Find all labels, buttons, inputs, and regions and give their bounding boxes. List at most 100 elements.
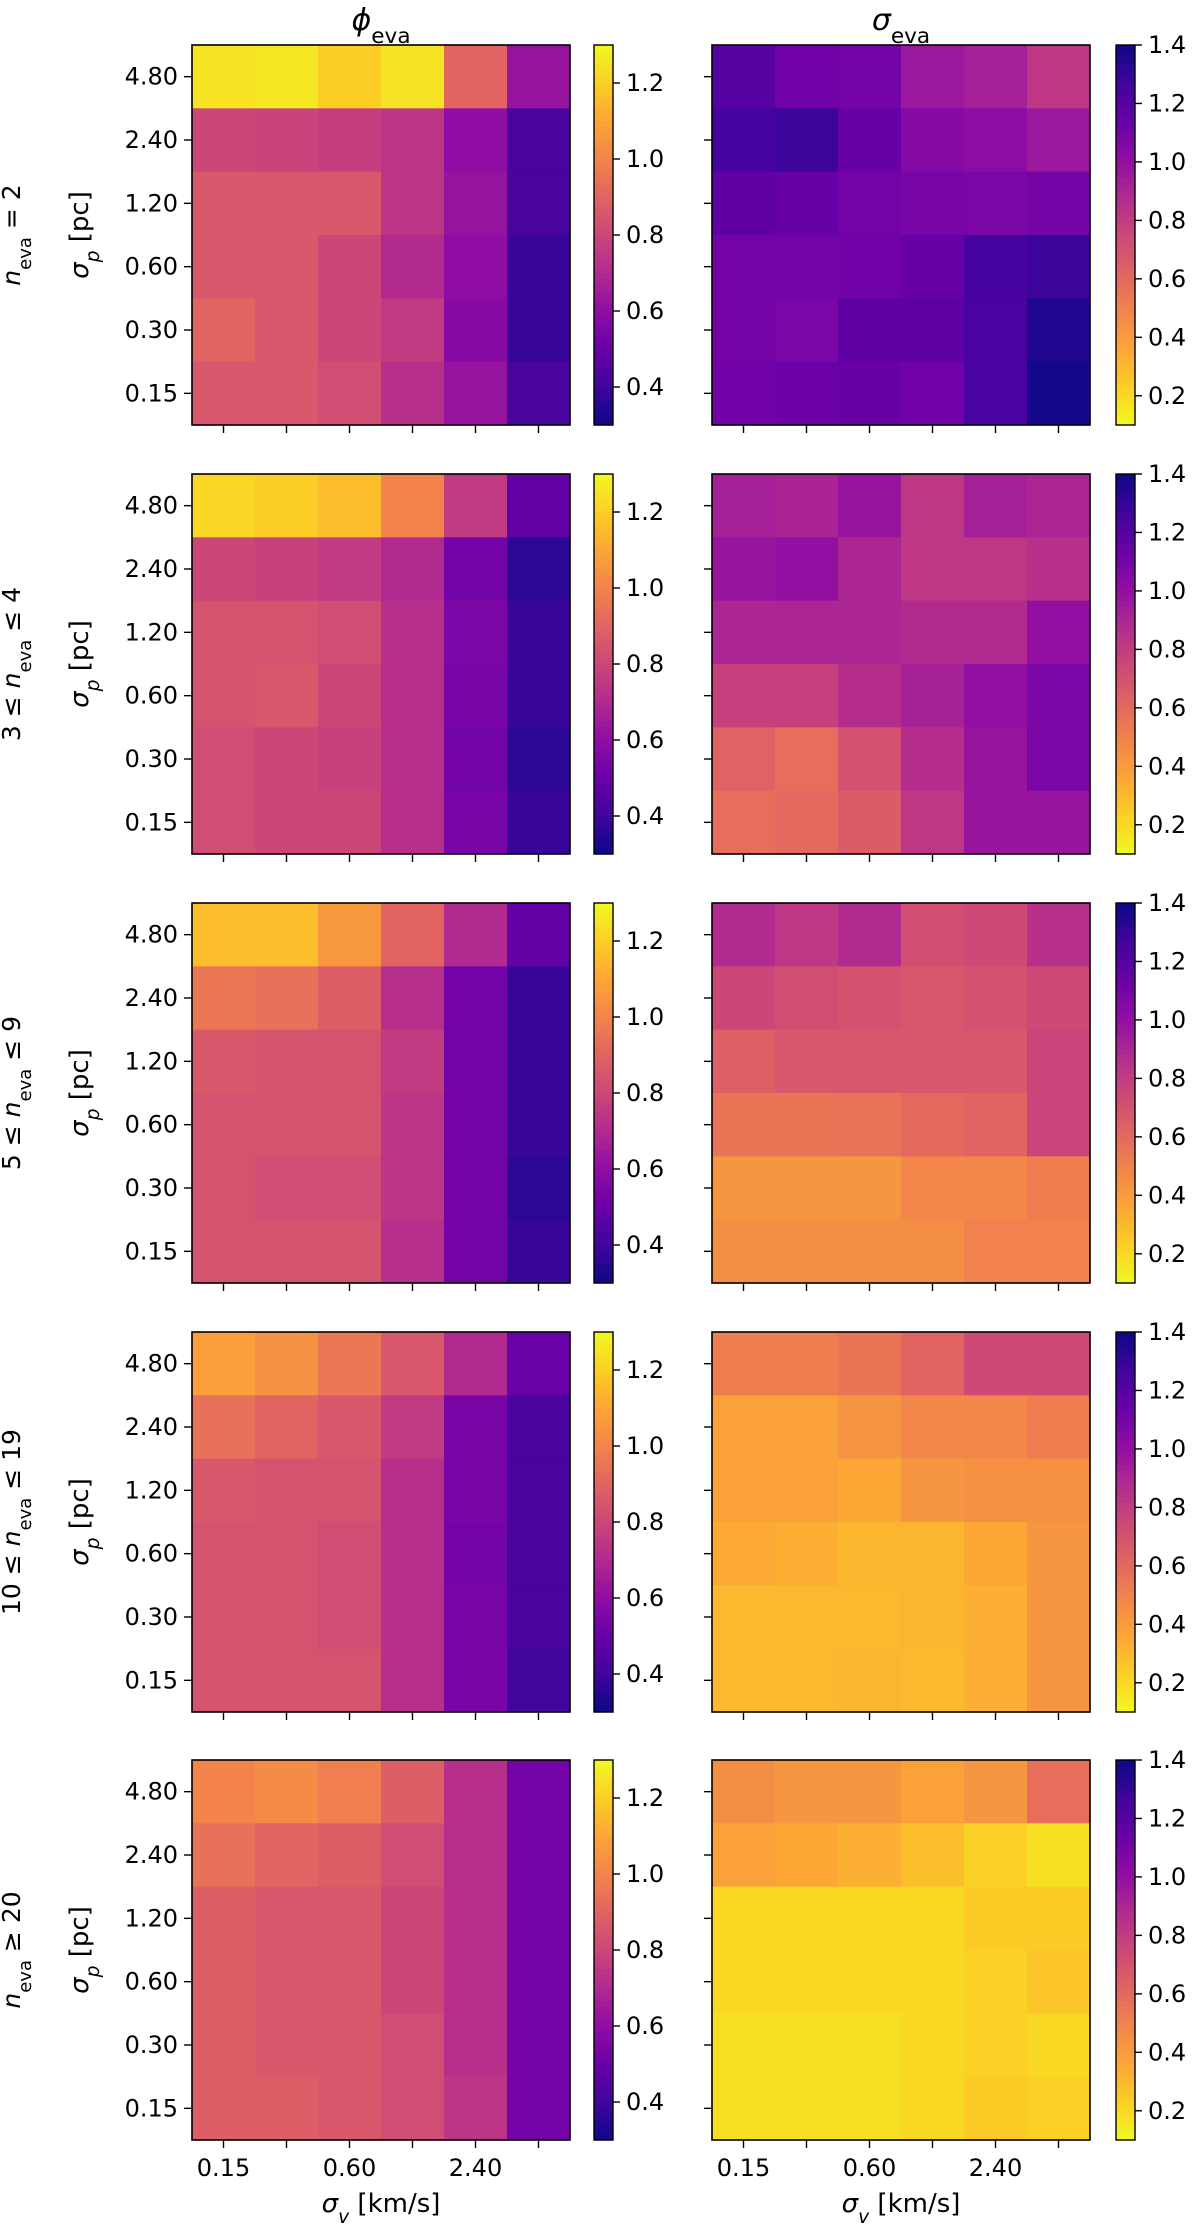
colorbar-segment: [594, 2108, 613, 2116]
colorbar-segment: [1116, 279, 1135, 287]
colorbar-segment: [1116, 1162, 1135, 1170]
colorbar-segment: [1116, 1534, 1135, 1542]
heatmap-cell: [192, 171, 256, 236]
colorbar-segment: [594, 1817, 613, 1824]
colorbar-segment: [594, 1585, 613, 1593]
x-tick-label: 0.60: [323, 2154, 376, 2182]
heatmap-cell: [901, 1886, 965, 1951]
heatmap-cell: [381, 1823, 445, 1888]
colorbar-segment: [594, 1579, 613, 1586]
colorbar-segment: [594, 1490, 613, 1498]
colorbar-segment: [594, 607, 613, 614]
heatmap-cell: [507, 1332, 571, 1396]
colorbar-tick-label: 1.0: [626, 145, 664, 173]
colorbar-segment: [594, 412, 613, 420]
colorbar-segment: [594, 1175, 613, 1183]
colorbar-segment: [1116, 361, 1135, 369]
colorbar-segment: [1116, 89, 1135, 97]
heatmap-cell: [192, 2076, 256, 2141]
colorbar-segment: [1116, 1667, 1135, 1675]
colorbar-segment: [594, 152, 613, 160]
colorbar-tick-label: 1.2: [1148, 89, 1186, 117]
heatmap-cell: [318, 1093, 382, 1157]
colorbar-segment: [594, 1655, 613, 1662]
heatmap-cell: [381, 361, 445, 426]
y-tick-label: 1.20: [125, 1047, 178, 1075]
colorbar-tick-label: 1.2: [1148, 1804, 1186, 1832]
colorbar: 0.2 0.4 0.6 0.8 1.0 1.2 1.4: [1115, 1746, 1186, 2141]
x-axis-label: σv [km/s]: [842, 2189, 961, 2225]
heatmap-cell: [192, 1522, 256, 1586]
heatmap-cell: [901, 361, 965, 426]
colorbar-segment: [594, 2064, 613, 2071]
colorbar-segment: [594, 1893, 613, 1900]
heatmap-cell: [255, 1156, 319, 1221]
heatmap-cell: [901, 1950, 965, 2014]
colorbar-segment: [1116, 95, 1135, 103]
colorbar-tick-label: 0.6: [626, 297, 664, 325]
y-tick-label: 0.30: [125, 1174, 178, 1202]
colorbar-segment: [594, 2121, 613, 2128]
colorbar-segment: [594, 1124, 613, 1132]
colorbar: 0.4 0.6 0.8 1.0 1.2: [593, 1759, 664, 2141]
colorbar-segment: [1116, 273, 1135, 280]
heatmap-cell: [192, 1093, 256, 1157]
heatmap-cell: [507, 727, 571, 792]
colorbar-segment: [1116, 2038, 1135, 2046]
colorbar-segment: [1116, 1137, 1135, 1145]
y-tick-label: 0.15: [125, 1237, 178, 1265]
heatmap-cell: [255, 2076, 319, 2141]
heatmap-cell: [838, 108, 902, 173]
colorbar-segment: [1116, 2051, 1135, 2059]
colorbar-segment: [594, 1414, 613, 1422]
heatmap-cell: [712, 1029, 776, 1094]
heatmap-cell: [775, 1648, 839, 1713]
colorbar-segment: [594, 1810, 613, 1818]
colorbar-segment: [1116, 1893, 1135, 1900]
colorbar-segment: [1116, 2045, 1135, 2052]
colorbar-segment: [594, 336, 613, 344]
colorbar-frame: [1115, 1759, 1136, 2141]
heatmap-cell: [712, 1823, 776, 1888]
colorbar-segment: [594, 95, 613, 103]
colorbar-segment: [1116, 512, 1135, 519]
colorbar-segment: [1116, 790, 1135, 798]
colorbar-segment: [1116, 1264, 1135, 1271]
heatmap-cell: [507, 1760, 571, 1824]
row-label: 10 ≤ neva ≤ 19: [0, 1429, 36, 1615]
colorbar-segment: [594, 480, 613, 488]
colorbar-segment: [1116, 2133, 1135, 2141]
colorbar-tick-label: 0.8: [1148, 1064, 1186, 1092]
heatmap-cell: [318, 1332, 382, 1396]
heatmap-cell: [507, 474, 571, 538]
colorbar-tick-label: 0.4: [1148, 1610, 1186, 1638]
colorbar-segment: [594, 733, 613, 741]
heatmap-cell: [192, 45, 256, 109]
heatmap-cell: [775, 298, 839, 363]
colorbar-segment: [594, 1509, 613, 1517]
heatmap-cell: [1027, 537, 1091, 602]
colorbar-segment: [1116, 1829, 1135, 1837]
colorbar: 0.2 0.4 0.6 0.8 1.0 1.2 1.4: [1115, 1318, 1186, 1713]
colorbar-segment: [594, 594, 613, 602]
colorbar-tick-label: 0.4: [1148, 323, 1186, 351]
colorbar-segment: [1116, 165, 1135, 173]
colorbar-tick-label: 0.4: [626, 2088, 664, 2116]
y-tick-label: 1.20: [125, 618, 178, 646]
colorbar-segment: [1116, 1376, 1135, 1384]
colorbar-segment: [594, 524, 613, 532]
colorbar-segment: [594, 575, 613, 583]
colorbar-segment: [1116, 1245, 1135, 1252]
heatmap-cell: [381, 1029, 445, 1094]
heatmap-cell: [712, 903, 776, 967]
colorbar-tick-label: 0.6: [626, 2012, 664, 2040]
heatmap-cell: [901, 1332, 965, 1396]
colorbar-segment: [1116, 1579, 1135, 1586]
heatmap-frame: [711, 902, 1091, 1284]
heatmap-cell: [1027, 903, 1091, 967]
colorbar-segment: [1116, 1477, 1135, 1485]
colorbar-segment: [594, 1836, 613, 1843]
colorbar: 0.2 0.4 0.6 0.8 1.0 1.2 1.4: [1115, 31, 1186, 426]
heatmap-frame: [711, 473, 1091, 855]
colorbar-segment: [1116, 235, 1135, 242]
